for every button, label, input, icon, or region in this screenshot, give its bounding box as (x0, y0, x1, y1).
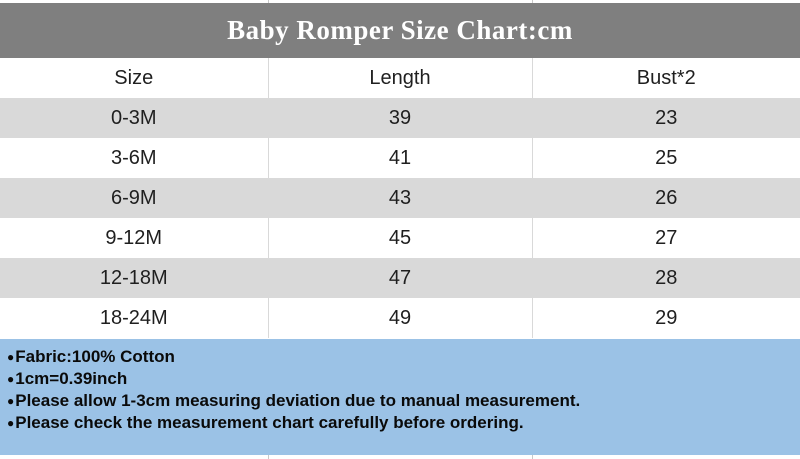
bullet-icon: ● (7, 394, 15, 408)
size-cell: 0-3M (0, 98, 269, 138)
note-text: Please check the measurement chart caref… (15, 413, 524, 432)
table-row: 18-24M 49 29 (0, 298, 800, 338)
top-margin-strip (0, 0, 800, 3)
gridline (268, 0, 269, 3)
gridline (268, 455, 269, 459)
notes-section: ●Fabric:100% Cotton ●1cm=0.39inch ●Pleas… (0, 338, 800, 455)
size-cell: 9-12M (0, 218, 269, 258)
column-header-length: Length (268, 58, 533, 98)
gridline (532, 0, 533, 3)
length-cell: 41 (268, 138, 533, 178)
length-cell: 49 (268, 298, 533, 338)
table-row: 0-3M 39 23 (0, 98, 800, 138)
size-cell: 3-6M (0, 138, 269, 178)
bullet-icon: ● (7, 372, 15, 386)
gridline (532, 455, 533, 459)
table-row: 6-9M 43 26 (0, 178, 800, 218)
bust-cell: 25 (655, 146, 678, 169)
size-cell: 12-18M (0, 258, 269, 298)
chart-title-banner: Baby Romper Size Chart:cm (0, 3, 800, 58)
bust-cell: 28 (655, 266, 678, 289)
bust-cell: 27 (655, 226, 678, 249)
length-cell: 45 (268, 218, 533, 258)
note-text: Fabric:100% Cotton (15, 347, 175, 366)
size-cell: 18-24M (0, 298, 269, 338)
bust-cell: 26 (655, 186, 678, 209)
note-line-deviation: ●Please allow 1-3cm measuring deviation … (7, 390, 794, 412)
bust-cell: 23 (655, 106, 678, 129)
note-line-conversion: ●1cm=0.39inch (7, 368, 794, 390)
bullet-icon: ● (7, 350, 15, 364)
note-line-check-chart: ●Please check the measurement chart care… (7, 412, 794, 434)
length-cell: 43 (268, 178, 533, 218)
column-header-bust: Bust*2 (636, 66, 696, 89)
bullet-icon: ● (7, 416, 15, 430)
bust-cell: 29 (655, 306, 678, 329)
size-table: Size Length Bust*2 0-3M 39 23 3-6M 41 25… (0, 58, 800, 338)
note-text: Please allow 1-3cm measuring deviation d… (15, 391, 581, 410)
size-cell: 6-9M (0, 178, 269, 218)
bottom-margin-strip (0, 455, 800, 459)
column-header-size: Size (0, 58, 269, 98)
table-row: 12-18M 47 28 (0, 258, 800, 298)
length-cell: 47 (268, 258, 533, 298)
table-row: 3-6M 41 25 (0, 138, 800, 178)
note-text: 1cm=0.39inch (15, 369, 128, 388)
note-line-fabric: ●Fabric:100% Cotton (7, 346, 794, 368)
length-cell: 39 (268, 98, 533, 138)
table-row: 9-12M 45 27 (0, 218, 800, 258)
chart-title: Baby Romper Size Chart:cm (227, 15, 573, 45)
table-header-row: Size Length Bust*2 (0, 58, 800, 98)
